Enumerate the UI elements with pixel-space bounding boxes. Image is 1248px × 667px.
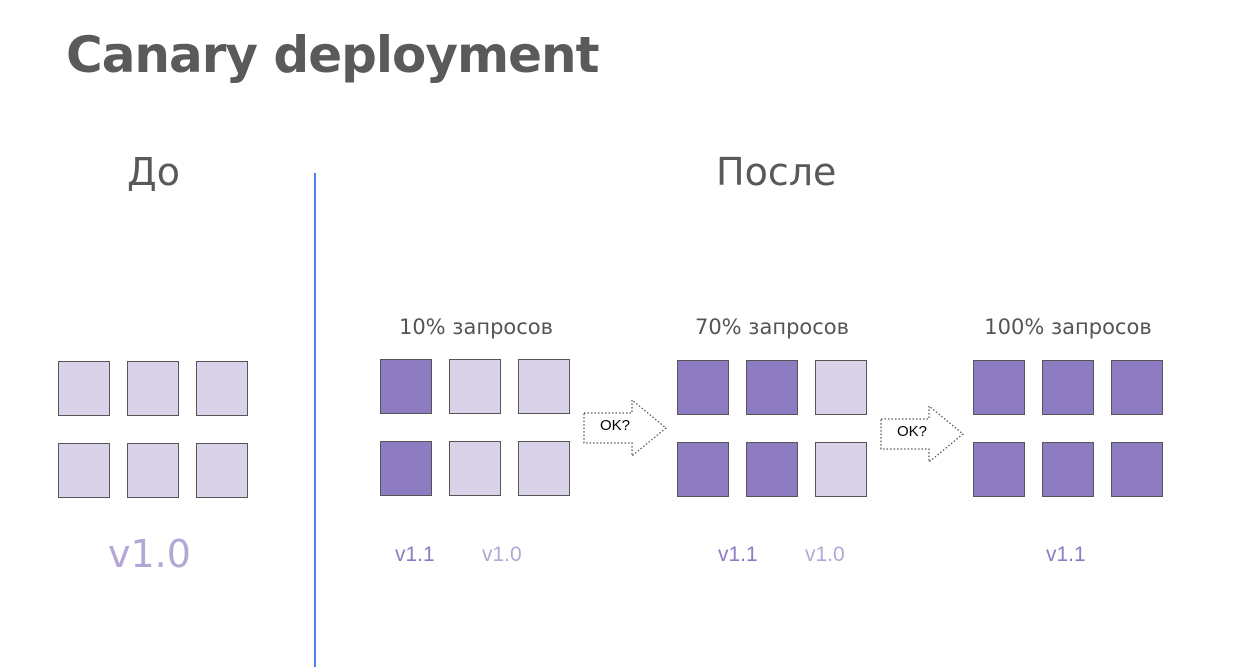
- server-cell: [746, 360, 798, 415]
- before-server-grid: [58, 361, 250, 499]
- server-cell: [127, 361, 179, 416]
- server-cell: [58, 361, 110, 416]
- stage-3-server-grid: [973, 360, 1165, 498]
- server-cell: [518, 441, 570, 496]
- stage-2-old-version: v1.0: [805, 543, 845, 566]
- server-cell: [1111, 360, 1163, 415]
- page-title: Canary deployment: [66, 26, 600, 84]
- before-heading: До: [127, 150, 180, 194]
- stage-3-label: 100% запросов: [984, 315, 1152, 339]
- stage-2-new-version: v1.1: [718, 543, 758, 566]
- server-cell: [973, 360, 1025, 415]
- ok-arrow-1-label: OK?: [599, 417, 630, 434]
- server-cell: [1042, 360, 1094, 415]
- server-cell: [127, 443, 179, 498]
- stage-2-label: 70% запросов: [694, 315, 850, 339]
- stage-1-server-grid: [380, 359, 572, 497]
- ok-arrow-1: OK?: [582, 398, 668, 458]
- ok-arrow-2-label: OK?: [896, 423, 927, 440]
- section-divider: [314, 173, 316, 667]
- stage-1-old-version: v1.0: [482, 543, 522, 566]
- server-cell: [518, 359, 570, 414]
- server-cell: [973, 442, 1025, 497]
- server-cell: [677, 360, 729, 415]
- server-cell: [677, 442, 729, 497]
- after-heading: После: [716, 150, 837, 194]
- stage-2-server-grid: [677, 360, 869, 498]
- server-cell: [815, 360, 867, 415]
- ok-arrow-2: OK?: [879, 404, 965, 464]
- server-cell: [1042, 442, 1094, 497]
- server-cell: [746, 442, 798, 497]
- server-cell: [58, 443, 110, 498]
- stage-3-new-version: v1.1: [1046, 543, 1086, 566]
- server-cell: [380, 359, 432, 414]
- dotted-arrow-icon: [583, 398, 668, 458]
- server-cell: [815, 442, 867, 497]
- before-version-label: v1.0: [108, 532, 191, 576]
- server-cell: [1111, 442, 1163, 497]
- stage-1-label: 10% запросов: [398, 315, 554, 339]
- server-cell: [196, 361, 248, 416]
- server-cell: [380, 441, 432, 496]
- stage-1-new-version: v1.1: [395, 543, 435, 566]
- server-cell: [449, 359, 501, 414]
- server-cell: [449, 441, 501, 496]
- dotted-arrow-icon: [880, 404, 965, 464]
- server-cell: [196, 443, 248, 498]
